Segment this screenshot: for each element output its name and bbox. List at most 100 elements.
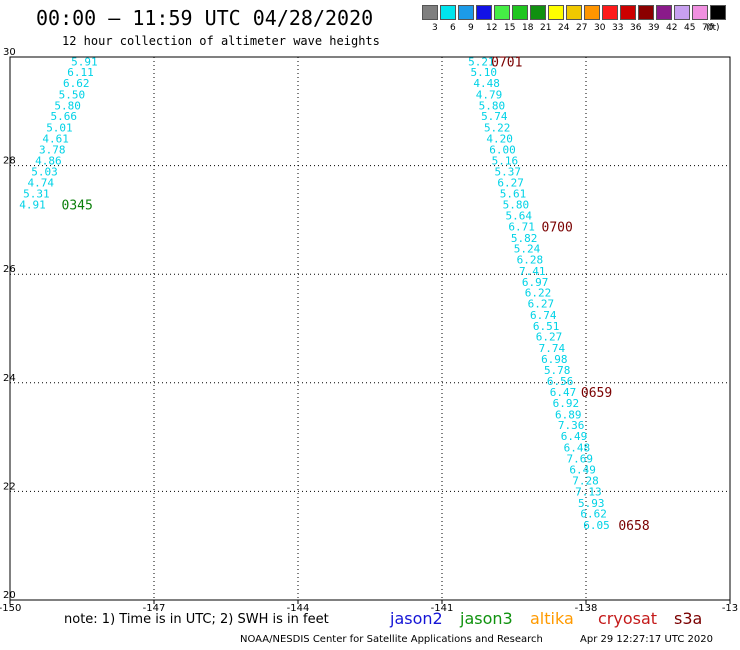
wave-height-value: 5.80 [479,99,506,112]
wave-height-value: 5.61 [500,187,527,200]
wave-height-value: 5.82 [511,232,538,245]
wave-height-value: 6.56 [547,375,574,388]
lon-tick-label: -150 [0,603,21,614]
footer-note: note: 1) Time is in UTC; 2) SWH is in fe… [64,612,329,627]
wave-height-value: 6.74 [530,309,557,322]
scale-tick-label: 30 [594,23,606,33]
wave-height-value: 5.31 [23,187,50,200]
wave-height-value: 4.61 [42,132,69,145]
scale-tick-label: 24 [558,23,570,33]
wave-height-value: 5.16 [492,155,519,168]
wave-height-value: 5.22 [484,122,511,135]
wave-height-value: 5.74 [481,110,508,123]
scale-swatch [476,5,492,20]
wave-height-value: 7.36 [558,419,585,432]
legend-item-jason3: jason3 [460,609,513,628]
wave-height-value: 6.92 [553,397,580,410]
wave-height-value: 5.93 [578,497,605,510]
wave-height-value: 4.79 [476,88,503,101]
wave-height-value: 6.48 [564,441,591,454]
scale-tick-label: 3 [432,23,438,33]
wave-height-value: 6.97 [522,276,549,289]
wave-height-value: 5.91 [71,55,98,68]
lat-tick-label: 22 [3,481,16,492]
scale-swatch [584,5,600,20]
scale-tick-label: 21 [540,23,552,33]
scale-swatch [638,5,654,20]
lat-tick-label: 24 [3,373,16,384]
wave-height-value: 6.62 [580,508,607,521]
wave-height-value: 4.91 [19,199,46,212]
wave-height-value: 7.69 [567,452,594,465]
wave-height-value: 6.28 [517,254,544,267]
scale-tick-label: 70 [702,23,714,33]
wave-height-value: 6.11 [67,66,94,79]
legend-item-jason2: jason2 [390,609,443,628]
wave-height-value: 5.10 [471,66,498,79]
scale-unit-label: (ft) [706,23,720,33]
lon-tick-label: -144 [287,603,310,614]
wave-height-value: 6.51 [533,320,560,333]
wave-height-value: 5.03 [31,166,58,179]
lat-tick-label: 28 [3,156,16,167]
scale-swatch [440,5,456,20]
scale-tick-label: 6 [450,23,456,33]
scale-swatch [710,5,726,20]
wave-height-value: 6.49 [561,430,588,443]
scale-swatch [530,5,546,20]
wave-height-value: 6.47 [550,386,577,399]
scale-swatch [422,5,438,20]
wave-height-value: 5.78 [544,364,571,377]
scale-tick-label: 36 [630,23,642,33]
lon-tick-label: -138 [575,603,598,614]
scale-tick-label: 9 [468,23,474,33]
map-frame [9,56,731,601]
wave-height-value: 6.27 [497,176,524,189]
scale-tick-label: 39 [648,23,660,33]
wave-height-value: 4.20 [486,132,513,145]
pass-time-label: 0658 [618,519,649,534]
wave-height-value: 5.66 [51,110,78,123]
scale-tick-label: 45 [684,23,696,33]
wave-height-value: 5.80 [54,99,81,112]
wave-height-value: 6.98 [541,353,568,366]
scale-tick-label: 18 [522,23,534,33]
wave-height-value: 6.27 [536,331,563,344]
scale-swatch [512,5,528,20]
legend-item-s3a: s3a [674,609,703,628]
wave-height-value: 4.86 [35,155,62,168]
scale-swatch [674,5,690,20]
wave-height-value: 5.80 [503,199,530,212]
wave-height-value: 7.13 [575,485,602,498]
wave-height-value: 6.49 [569,464,596,477]
wave-height-value: 5.21 [468,55,495,68]
lon-tick-label: -13 [722,603,738,614]
footer-timestamp: Apr 29 12:27:17 UTC 2020 [580,634,713,645]
pass-time-label: 0701 [491,55,522,70]
wave-height-value: 4.48 [473,77,500,90]
wave-height-value: 6.05 [583,519,610,532]
wave-height-value: 6.27 [528,298,555,311]
scale-swatch [566,5,582,20]
scale-tick-label: 33 [612,23,624,33]
wave-height-value: 6.00 [489,143,516,156]
footer-credit: NOAA/NESDIS Center for Satellite Applica… [240,634,543,645]
scale-swatch [458,5,474,20]
wave-height-value: 7.41 [519,265,546,278]
wave-height-value: 5.37 [495,166,522,179]
legend-item-altika: altika [530,609,574,628]
scale-tick-label: 42 [666,23,678,33]
scale-swatch [602,5,618,20]
wave-height-value: 5.50 [59,88,86,101]
lon-tick-label: -147 [143,603,166,614]
scale-swatch [494,5,510,20]
scale-swatch [620,5,636,20]
wave-height-value: 4.74 [27,176,54,189]
wave-height-value: 3.78 [39,143,66,156]
scale-tick-label: 27 [576,23,588,33]
lat-tick-label: 30 [3,47,16,58]
scale-tick-label: 15 [504,23,516,33]
wave-height-value: 5.01 [46,122,73,135]
